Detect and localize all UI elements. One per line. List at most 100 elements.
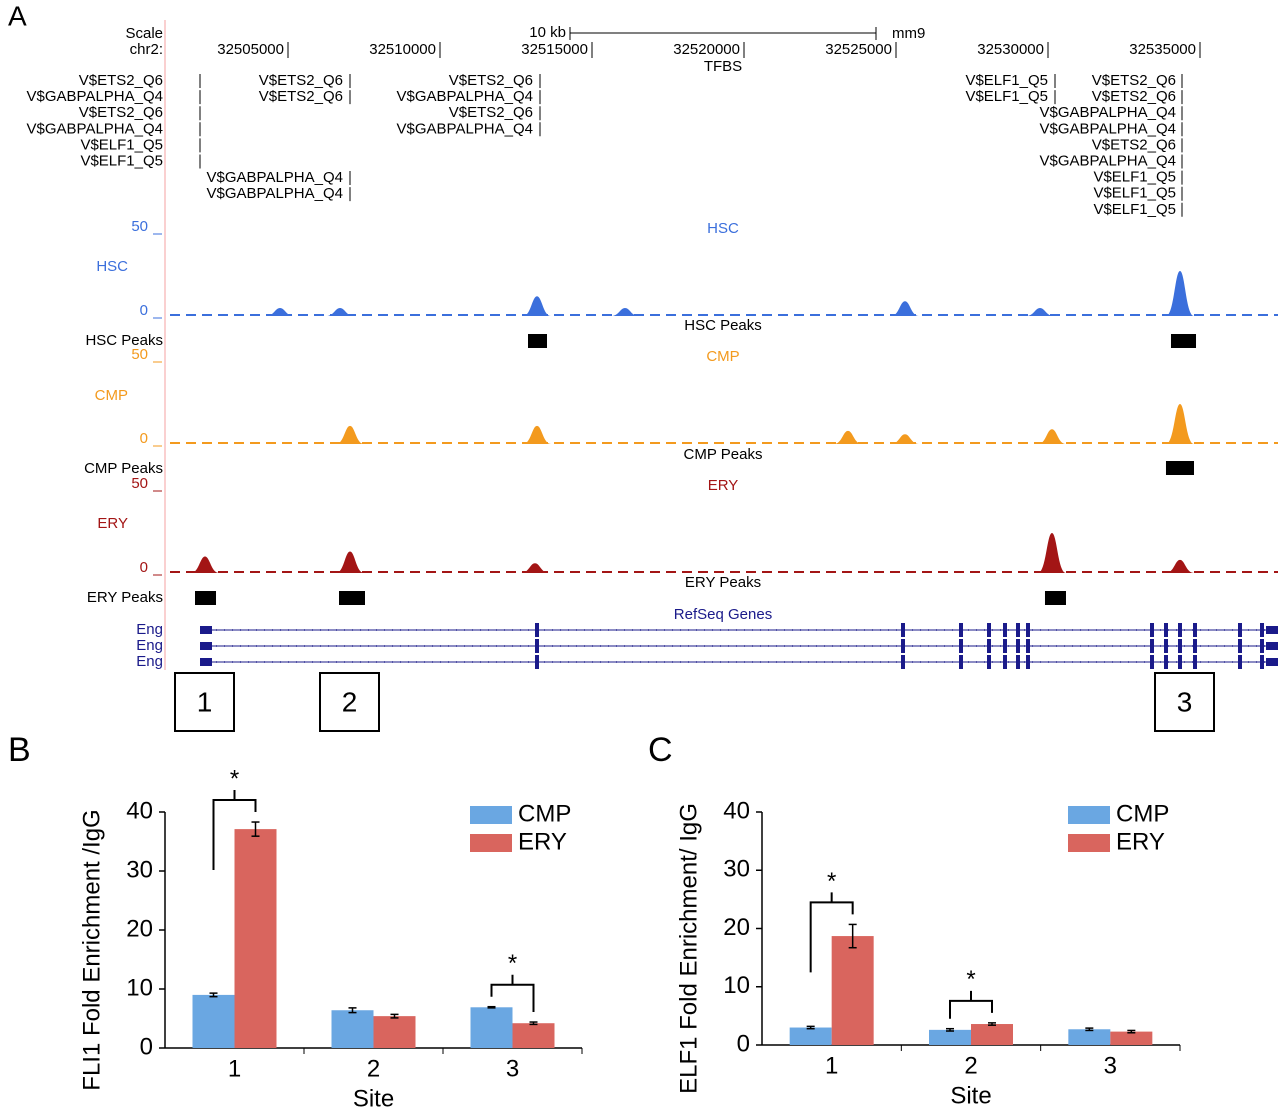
tfbs-label: V$GABPALPHA_Q4 [1040,120,1176,137]
tfbs-label: V$GABPALPHA_Q4 [397,120,533,137]
tfbs-label: V$ETS2_Q6 [259,88,343,105]
chrom-label: chr2: [130,41,163,58]
tfbs-label: V$GABPALPHA_Q4 [1040,152,1176,169]
y-axis-label: FLI1 Fold Enrichment /IgG [78,809,105,1090]
signal-peak [1037,533,1066,573]
peaks-title: HSC Peaks [684,317,762,334]
track-tick-label: 50 [131,346,148,363]
position-label: 32530000 [977,41,1044,58]
track-title: CMP [706,348,739,365]
track-tick-label: 0 [140,559,148,576]
significance-label: * [827,868,836,895]
gene-exon [535,655,539,669]
called-peak [195,591,217,605]
track-name: HSC [96,258,128,275]
gene-name: Eng [136,653,163,670]
called-peak [339,591,366,605]
gene-exon [1178,655,1182,669]
gene-name: Eng [136,621,163,638]
position-label: 32525000 [825,41,892,58]
gene-exon [1016,655,1020,669]
panel-label: C [648,731,673,769]
gene-exon [200,658,212,666]
peaks-title: ERY Peaks [685,574,761,591]
gene-exon [1003,639,1007,653]
x-tick-label: 1 [825,1052,838,1079]
track-tick-label: 0 [140,430,148,447]
tfbs-label: V$ELF1_Q5 [80,152,163,169]
tfbs-label: V$ELF1_Q5 [1093,201,1176,218]
legend-swatch [470,806,512,824]
y-tick-label: 20 [723,914,750,941]
position-label: 32520000 [673,41,740,58]
track-title: ERY [708,477,739,494]
legend-label: CMP [1116,800,1169,827]
tfbs-label: V$ELF1_Q5 [1093,185,1176,202]
position-label: 32505000 [217,41,284,58]
gene-exon [1150,623,1154,637]
significance-label: * [966,966,975,993]
gene-exon [1150,655,1154,669]
y-tick-label: 0 [140,1033,153,1060]
gene-exon [959,655,963,669]
gene-exon [1238,639,1242,653]
y-tick-label: 40 [723,797,750,824]
bar [234,829,277,1048]
gene-exon [901,655,905,669]
gene-exon [1178,639,1182,653]
genes-title: RefSeq Genes [674,606,772,623]
bar [470,1007,513,1048]
tfbs-label: V$ELF1_Q5 [965,72,1048,89]
gene-exon [1238,655,1242,669]
peaks-name: ERY Peaks [87,589,163,606]
y-tick-label: 30 [126,856,153,883]
y-tick-label: 0 [737,1030,750,1057]
tfbs-label: V$GABPALPHA_Q4 [27,88,163,105]
bar [971,1024,1013,1045]
legend-label: CMP [518,800,571,827]
tfbs-label: V$ETS2_Q6 [79,104,163,121]
signal-peak [611,307,640,316]
called-peak [528,334,548,348]
signal-peak [1025,307,1054,316]
signal-peak [833,430,862,444]
site-box [319,672,380,732]
gene-exon [1026,639,1030,653]
x-tick-label: 3 [506,1055,519,1082]
gene-exon [200,626,212,634]
bar-chart: B 0 10 20 30 40 FLI1 Fold Enrichment /IgG Site 1… [8,731,583,1112]
gene-exon [1026,623,1030,637]
track-tick-label: 50 [131,218,148,235]
x-tick-label: 2 [367,1055,380,1082]
significance-bracket [809,892,854,973]
y-tick-label: 30 [723,856,750,883]
tfbs-label: V$GABPALPHA_Q4 [27,120,163,137]
tfbs-label: V$ETS2_Q6 [79,72,163,89]
y-tick-label: 10 [126,974,153,1001]
bar [373,1016,416,1048]
gene-exon [1016,639,1020,653]
bar [512,1023,555,1048]
legend-swatch [470,834,512,852]
y-tick-label: 10 [723,972,750,999]
gene-exon [200,642,212,650]
scale-label: Scale [125,25,163,42]
gene-exon [1238,623,1242,637]
tfbs-label: V$ETS2_Q6 [1092,72,1176,89]
called-peak [1044,591,1066,605]
gene-exon [1260,639,1264,653]
signal-peak [890,434,919,444]
gene-exon [1260,655,1264,669]
tfbs-label: V$ELF1_Q5 [1093,169,1176,186]
gene-exon [1193,623,1197,637]
gene-exon [987,623,991,637]
signal-peak [890,301,919,316]
bar [929,1029,971,1045]
significance-bracket [212,790,257,871]
tfbs-label: V$ETS2_Q6 [449,104,533,121]
gene-exon [1266,642,1278,650]
signal-peak [336,425,365,444]
gene-exon [959,639,963,653]
gene-exon [1164,639,1168,653]
bar [1068,1029,1111,1045]
